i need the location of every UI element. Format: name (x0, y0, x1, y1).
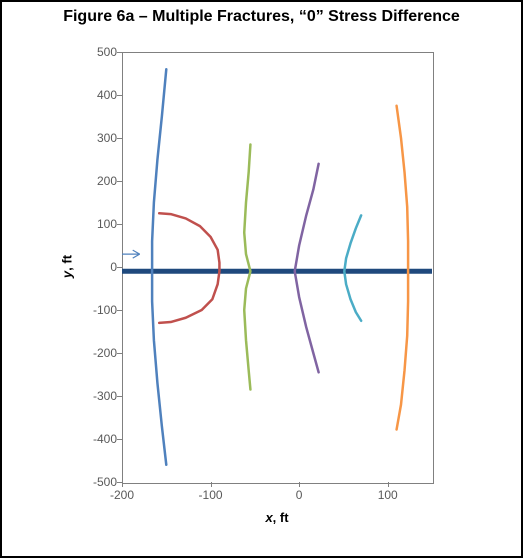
series-frac1 (152, 69, 166, 465)
chart-area: -500-400-300-200-1000100200300400500-200… (62, 42, 502, 532)
figure-title: Figure 6a – Multiple Fractures, “0” Stre… (2, 8, 521, 26)
series-frac2 (159, 213, 219, 323)
series-frac6 (397, 106, 409, 430)
series-frac4 (295, 164, 319, 373)
flow-arrow-icon (118, 250, 140, 258)
plot-svg (62, 42, 502, 532)
series-frac3 (244, 144, 250, 389)
series-frac5 (344, 215, 361, 320)
figure-frame: Figure 6a – Multiple Fractures, “0” Stre… (0, 0, 523, 558)
